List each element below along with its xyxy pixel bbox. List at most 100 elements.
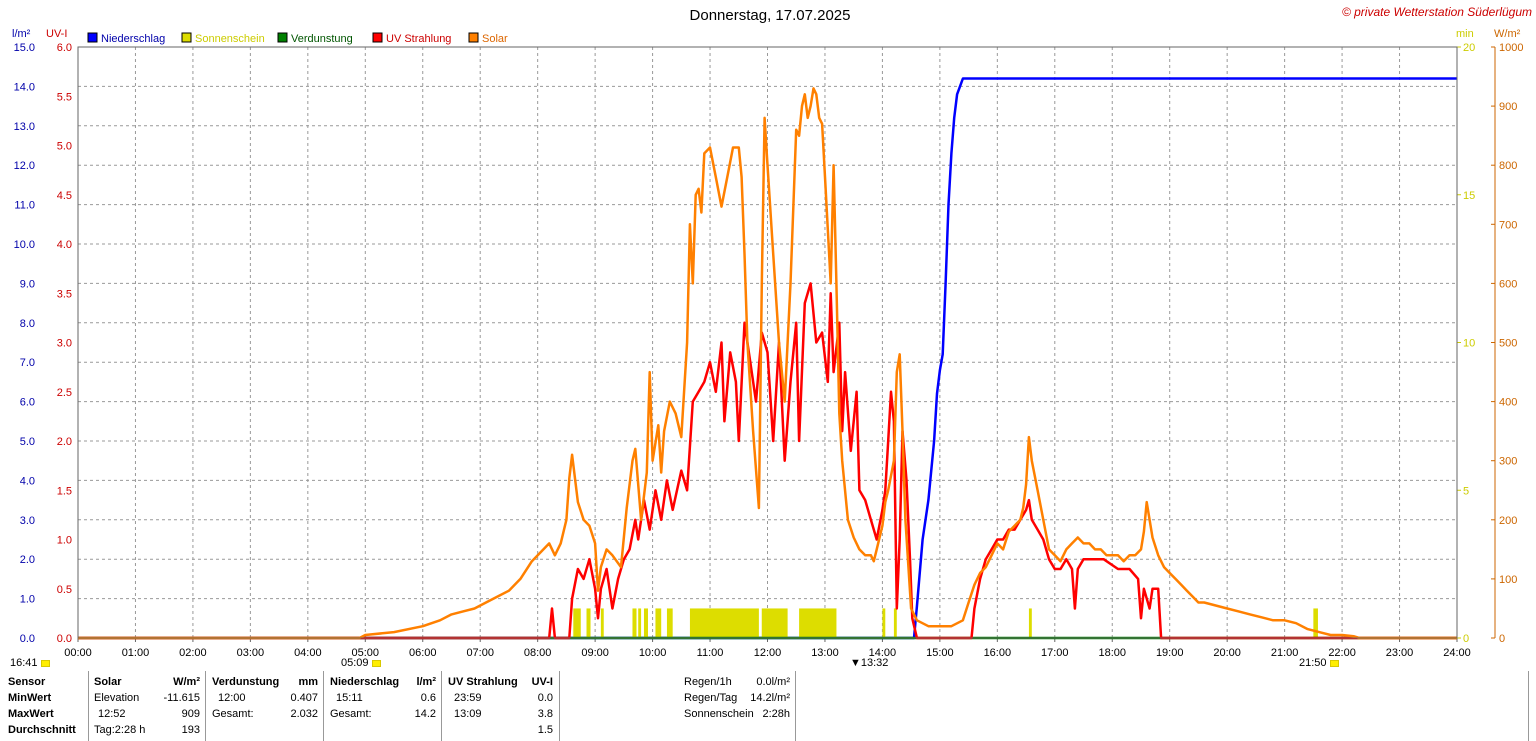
rain-tick-label: 4.0 — [20, 475, 35, 487]
solar-min-label: Elevation — [94, 692, 140, 704]
x-tick-label: 21:00 — [1271, 647, 1299, 659]
sunrise-label: 05:09 — [341, 657, 369, 669]
legend-label: Verdunstung — [291, 33, 353, 45]
rain-tick-label: 5.0 — [20, 436, 35, 448]
rain-tick-label: 11.0 — [14, 200, 35, 212]
rain-tick-label: 6.0 — [20, 397, 35, 409]
row-label: Sensor — [8, 676, 46, 688]
chart-grid — [77, 46, 1496, 642]
legend-item: Sonnenschein — [181, 32, 265, 45]
uv-header: UV Strahlung — [448, 676, 518, 688]
sonnenschein-bars — [573, 608, 1318, 638]
uv-strahlung-line — [78, 282, 1457, 640]
sonnenschein-bar — [1313, 608, 1318, 638]
rain-tick-label: 8.0 — [20, 318, 35, 330]
verdunstung-total-label: Gesamt: — [212, 708, 254, 720]
sonnenschein-bar — [1028, 608, 1032, 638]
solar-tick-label: 1000 — [1499, 42, 1523, 54]
rain-tick-label: 14.0 — [14, 81, 35, 93]
solar-unit: W/m² — [173, 676, 200, 688]
row-label: MinWert — [8, 692, 52, 704]
solar-header: Solar — [94, 676, 122, 688]
sonnenschein-bar — [638, 608, 642, 638]
sunrise-icon — [371, 659, 381, 667]
solar-avg-label: Tag:2:28 h — [94, 724, 146, 736]
solar-tick-label: 300 — [1499, 456, 1517, 468]
plot-frame — [77, 46, 1458, 639]
axes-labels: 00:00 01:00 02:00 03:00 04:00 05:00 06:00 07:00… — [14, 42, 1524, 659]
solar-tick-label: 900 — [1499, 101, 1517, 113]
row-label: Durchschnitt — [8, 724, 76, 736]
sonnenschein-bar — [882, 608, 886, 638]
table-divider — [441, 671, 442, 741]
copyright-note: © private Wetterstation Süderlügum — [1342, 5, 1532, 19]
x-tick-label: 06:00 — [409, 647, 437, 659]
uv-tick-label: 2.5 — [57, 387, 72, 399]
niederschlag-max-value: 0.6 — [420, 692, 436, 704]
noon-marker: ▼13:32 — [850, 657, 888, 669]
solar-min-value: -11.615 — [163, 692, 201, 704]
sonnenschein-bar — [689, 608, 759, 638]
legend-item: Niederschlag — [87, 32, 165, 45]
legend-swatch — [468, 32, 479, 43]
solar-tick-label: 700 — [1499, 219, 1517, 231]
x-tick-label: 14:00 — [869, 647, 897, 659]
solar-avg-value: 193 — [181, 724, 200, 736]
x-tick-label: 22:00 — [1328, 647, 1356, 659]
x-tick-label: 09:00 — [581, 647, 609, 659]
legend: Niederschlag Sonnenschein Verdunstung UV St… — [87, 32, 508, 45]
summary-block: Regen/1h 0.0l/m² Regen/Tag 14.2l/m² Sonnen… — [684, 674, 790, 722]
sonnenschein-bar — [586, 608, 591, 638]
table-divider — [323, 671, 324, 741]
chart-title: Donnerstag, 17.07.2025 — [690, 7, 851, 24]
solar-column: Solar W/m² Elevation -11.615 12:52 909 Tag:… — [94, 674, 200, 738]
rain-tick-label: 7.0 — [20, 357, 35, 369]
uv-tick-label: 0.0 — [57, 633, 72, 645]
x-tick-label: 12:00 — [754, 647, 782, 659]
solar-tick-label: 500 — [1499, 338, 1517, 350]
solar-tick-label: 200 — [1499, 515, 1517, 527]
x-tick-label: 01:00 — [122, 647, 150, 659]
rain-tick-label: 3.0 — [20, 515, 35, 527]
weather-chart: 00:00 01:00 02:00 03:00 04:00 05:00 06:00 07:00… — [12, 5, 1532, 659]
uv-column: UV Strahlung UV-I 23:59 0.0 13:09 3.8 1.5 — [448, 674, 553, 738]
legend-swatch — [181, 32, 192, 43]
day-length-marker: 16:41 — [10, 657, 50, 669]
solar-tick-label: 800 — [1499, 160, 1517, 172]
uv-tick-label: 0.5 — [57, 584, 72, 596]
table-divider — [88, 671, 89, 741]
legend-swatch — [87, 32, 98, 43]
legend-item: UV Strahlung — [372, 32, 451, 45]
uv-tick-label: 3.0 — [57, 338, 72, 350]
legend-item: Verdunstung — [277, 32, 353, 45]
sonnenschein-bar — [666, 608, 673, 638]
solar-tick-label: 100 — [1499, 574, 1517, 586]
x-tick-label: 07:00 — [466, 647, 494, 659]
sonnenschein-bar — [655, 608, 662, 638]
uv-tick-label: 4.5 — [57, 190, 72, 202]
summary-value: 0.0l/m² — [756, 676, 790, 688]
sonnenschein-bar — [643, 608, 648, 638]
uv-min-value: 0.0 — [537, 692, 553, 704]
sonnenschein-bar — [893, 608, 897, 638]
uv-max-value: 3.8 — [537, 708, 553, 720]
x-tick-label: 04:00 — [294, 647, 322, 659]
uv-max-time: 13:09 — [454, 708, 482, 720]
uv-tick-label: 2.0 — [57, 436, 72, 448]
solar-max-value: 909 — [181, 708, 200, 720]
niederschlag-line — [78, 77, 1457, 640]
sun-tick-label: 20 — [1463, 42, 1475, 54]
sunset-icon — [1329, 659, 1339, 667]
rain-tick-label: 10.0 — [14, 239, 35, 251]
verdunstung-max-time: 12:00 — [218, 692, 246, 704]
table-divider — [205, 671, 206, 741]
row-label: MaxWert — [8, 708, 54, 720]
sunrise-marker: 05:09 — [341, 657, 381, 669]
x-tick-label: 08:00 — [524, 647, 552, 659]
solar-tick-label: 0 — [1499, 633, 1505, 645]
solar-tick-label: 600 — [1499, 278, 1517, 290]
x-tick-label: 13:00 — [811, 647, 839, 659]
table-divider — [559, 671, 560, 741]
table-divider — [1528, 671, 1529, 741]
legend-swatch — [372, 32, 383, 43]
